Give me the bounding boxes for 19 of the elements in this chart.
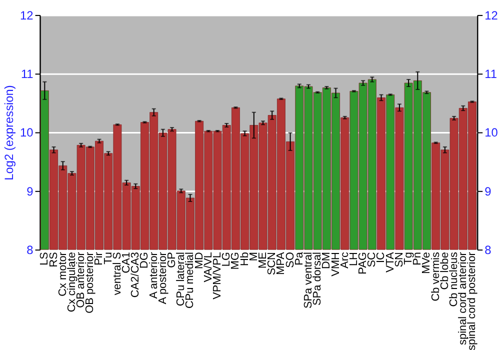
- y2-tick-label: 10: [484, 126, 498, 140]
- y2-tick-label: 11: [484, 67, 498, 82]
- x-tick-label: Tg: [402, 252, 415, 265]
- y-tick-label: 9: [26, 184, 34, 198]
- y2-tick-label: 8: [484, 243, 492, 258]
- x-tick-label: CPu medial: [184, 252, 196, 309]
- y-axis-title: Log2 (expression): [2, 85, 16, 180]
- y-tick-label: 10: [20, 126, 34, 140]
- y2-tick-label: 12: [484, 8, 498, 22]
- x-tick-label: RS: [48, 252, 60, 268]
- x-tick-label: Cb lobe: [438, 252, 451, 290]
- x-tick-label: MVe: [420, 252, 433, 274]
- x-tick-label: spinal cord posterior: [466, 252, 478, 350]
- y-tick-label: 8: [26, 243, 34, 258]
- y-tick-label: 11: [20, 67, 34, 82]
- y2-tick-label: 9: [484, 184, 492, 198]
- y-tick-label: 12: [20, 8, 34, 22]
- x-tick-label: SN: [393, 252, 406, 268]
- x-tick-label: IC: [375, 252, 388, 263]
